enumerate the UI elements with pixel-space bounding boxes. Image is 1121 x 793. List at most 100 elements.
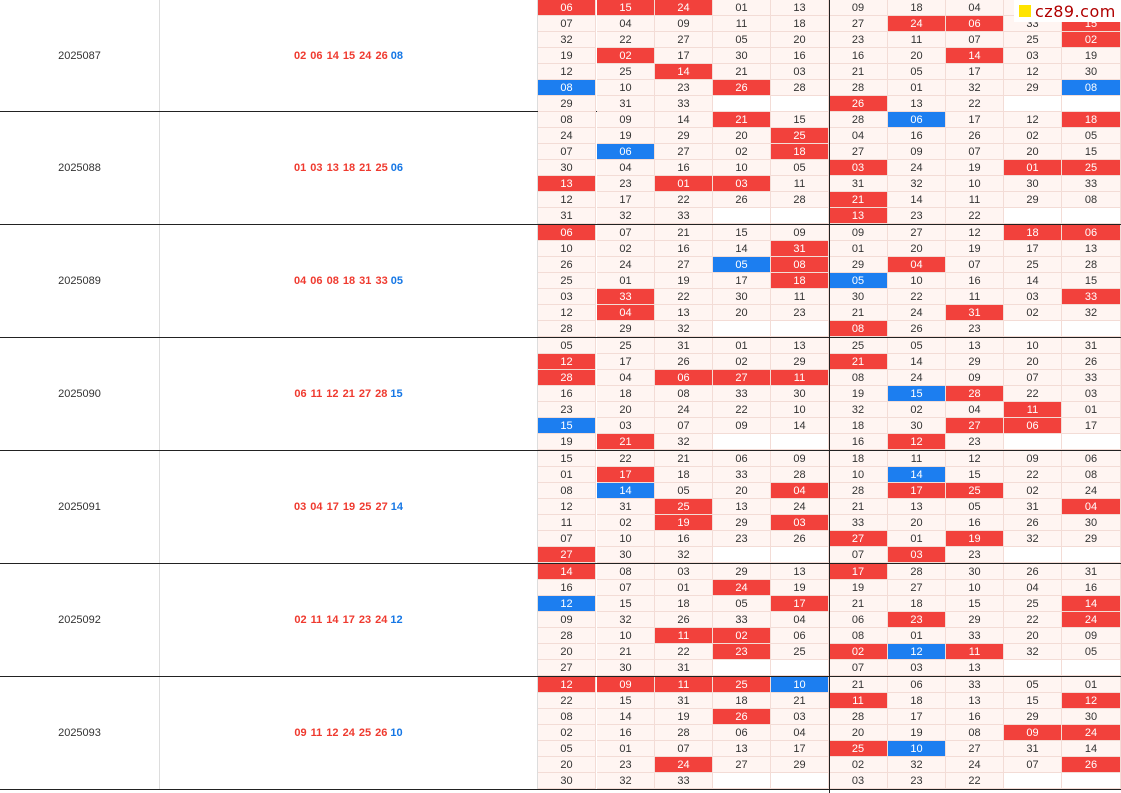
grid-cell: 11: [538, 515, 596, 531]
grid-cell: 17: [655, 48, 713, 64]
winning-numbers: 02 06 14 15 24 26 08: [160, 0, 538, 111]
grid-cell: 09: [771, 225, 829, 241]
grid-cell: [1062, 96, 1121, 112]
grid-cell: 27: [538, 547, 596, 563]
grid-cell: 17: [771, 741, 829, 757]
grid-cell: 13: [888, 96, 946, 112]
grid-cell: [1004, 434, 1062, 450]
grid-cell: 15: [597, 693, 655, 709]
grid-cell: 17: [1004, 241, 1062, 257]
grid-cell: 17: [713, 273, 771, 289]
grid-cell: 24: [1062, 483, 1121, 499]
grid-cell: 02: [713, 354, 771, 370]
grid-cell: [713, 208, 771, 224]
grid-row: 08 14 05 20 04 28 17 25 02 24: [538, 483, 1121, 499]
grid-cell: 29: [1004, 709, 1062, 725]
grid-cell: 05: [1062, 644, 1121, 660]
grid-cell: 33: [1062, 370, 1121, 386]
grid-cell: 16: [538, 580, 596, 596]
grid-cell: 08: [597, 564, 655, 580]
grid-cell: 20: [771, 32, 829, 48]
column-divider: [829, 0, 830, 793]
grid-cell: 12: [538, 64, 596, 80]
grid-cell: 31: [597, 499, 655, 515]
grid-cell: 11: [1004, 402, 1062, 418]
grid-cell: 14: [771, 418, 829, 434]
grid-cell: 30: [1062, 515, 1121, 531]
grid-cell: 07: [597, 225, 655, 241]
grid-cell: 05: [771, 160, 829, 176]
grid-cell: 25: [597, 338, 655, 354]
grid-cell: 03: [1004, 48, 1062, 64]
grid-cell: 14: [888, 467, 946, 483]
grid-cell: 11: [655, 628, 713, 644]
grid-cell: 26: [1062, 354, 1121, 370]
grid-cell: 21: [829, 499, 888, 515]
grid-cell: 26: [713, 709, 771, 725]
grid-cell: 24: [538, 128, 596, 144]
grid-cell: 33: [655, 208, 713, 224]
grid-cell: 33: [713, 467, 771, 483]
grid-cell: 06: [888, 112, 946, 128]
grid-cell: 09: [888, 144, 946, 160]
grid-cell: 28: [829, 80, 888, 96]
grid-cell: 20: [538, 757, 596, 773]
grid-cell: 17: [771, 596, 829, 612]
blue-ball: 15: [390, 388, 403, 400]
site-logo[interactable]: cz89.com: [1014, 0, 1121, 22]
grid-cell: 15: [946, 467, 1004, 483]
grid-cell: 33: [655, 96, 713, 112]
grid-cell: 29: [1004, 192, 1062, 208]
grid-cell: 01: [1062, 402, 1121, 418]
grid-cell: 12: [538, 499, 596, 515]
grid-cell: 15: [946, 596, 1004, 612]
grid-cell: 06: [538, 225, 596, 241]
grid-cell: 14: [597, 483, 655, 499]
grid-cell: 05: [713, 257, 771, 273]
grid-cell: 25: [1004, 257, 1062, 273]
grid-cell: 32: [888, 757, 946, 773]
number-grid: 06 07 21 15 09 09 27 12 18 06 10 02 16 14 31 01 20 19 17 13…: [538, 225, 1121, 337]
grid-cell: 15: [713, 225, 771, 241]
grid-cell: 23: [713, 531, 771, 547]
grid-cell: [1004, 321, 1062, 337]
grid-cell: 06: [713, 725, 771, 741]
grid-row: 15 22 21 06 09 18 11 12 09 06: [538, 451, 1121, 467]
grid-cell: 30: [1062, 709, 1121, 725]
grid-cell: 13: [946, 338, 1004, 354]
grid-cell: 30: [597, 660, 655, 676]
grid-cell: 13: [771, 564, 829, 580]
grid-cell: 18: [1004, 225, 1062, 241]
grid-cell: 19: [829, 580, 888, 596]
grid-row: 09 32 26 33 04 06 23 29 22 24: [538, 612, 1121, 628]
grid-cell: 24: [1062, 725, 1121, 741]
grid-cell: 10: [713, 160, 771, 176]
grid-cell: 16: [946, 709, 1004, 725]
grid-cell: 14: [597, 709, 655, 725]
grid-cell: 01: [1062, 677, 1121, 693]
grid-cell: 20: [713, 128, 771, 144]
grid-row: 28 04 06 27 11 08 24 09 07 33: [538, 370, 1121, 386]
grid-cell: 15: [538, 451, 596, 467]
grid-row: 12 25 14 21 03 21 05 17 12 30: [538, 64, 1121, 80]
grid-cell: 16: [829, 434, 888, 450]
grid-cell: 31: [1004, 741, 1062, 757]
grid-row: 30 04 16 10 05 03 24 19 01 25: [538, 160, 1121, 176]
grid-cell: 22: [597, 32, 655, 48]
grid-cell: 10: [771, 402, 829, 418]
grid-cell: 06: [538, 0, 596, 16]
grid-cell: 29: [538, 96, 596, 112]
blue-ball: 05: [390, 275, 403, 287]
grid-cell: 07: [829, 547, 888, 563]
grid-cell: 31: [1062, 338, 1121, 354]
grid-cell: 08: [538, 483, 596, 499]
grid-cell: 11: [946, 192, 1004, 208]
grid-cell: 22: [888, 289, 946, 305]
grid-cell: 31: [655, 660, 713, 676]
grid-row: 30 32 33 03 23 22: [538, 773, 1121, 789]
grid-cell: 24: [655, 402, 713, 418]
grid-cell: 19: [655, 515, 713, 531]
grid-cell: 24: [888, 370, 946, 386]
grid-cell: 07: [946, 144, 1004, 160]
grid-row: 08 14 19 26 03 28 17 16 29 30: [538, 709, 1121, 725]
